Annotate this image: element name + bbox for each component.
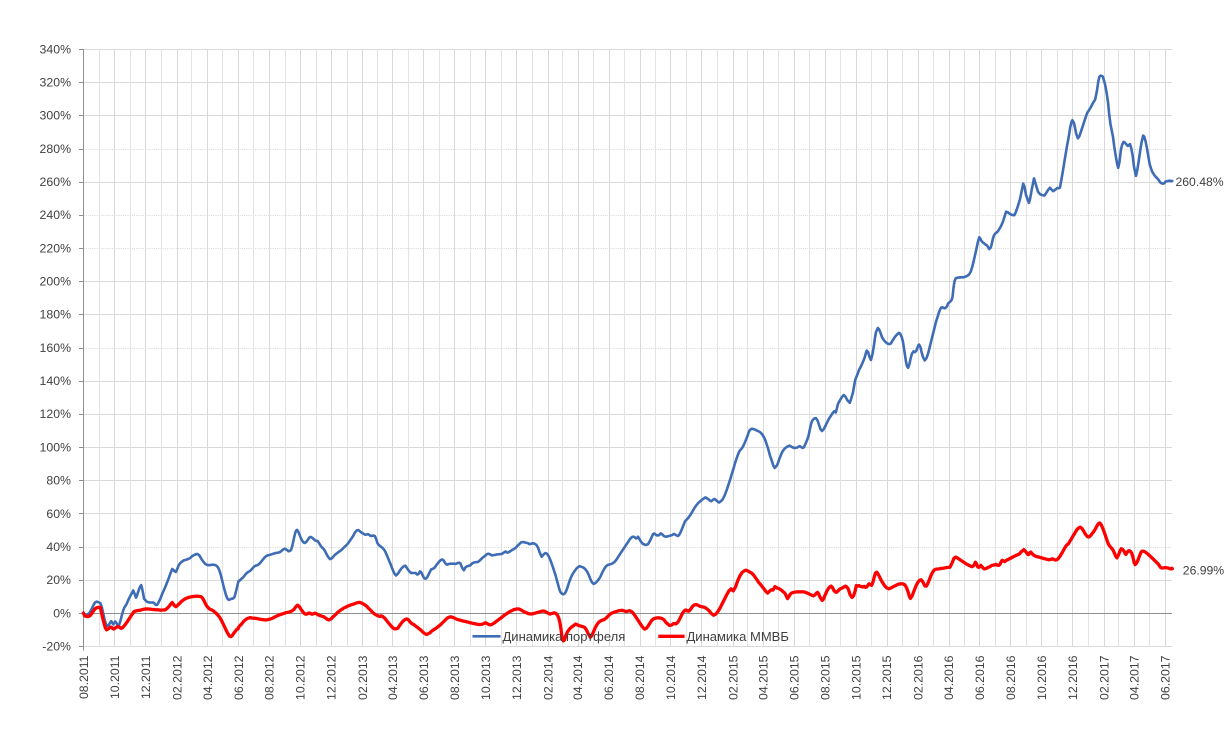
svg-text:08.2011: 08.2011 (77, 655, 91, 699)
svg-text:320%: 320% (40, 76, 72, 90)
svg-text:12.2016: 12.2016 (1066, 655, 1080, 700)
svg-text:02.2014: 02.2014 (541, 655, 555, 700)
svg-text:0%: 0% (53, 606, 71, 620)
svg-text:40%: 40% (46, 540, 71, 554)
svg-text:60%: 60% (46, 507, 71, 521)
svg-text:260%: 260% (40, 175, 72, 189)
svg-text:08.2014: 08.2014 (633, 655, 647, 700)
svg-text:12.2013: 12.2013 (510, 655, 524, 700)
svg-text:340%: 340% (40, 42, 72, 56)
svg-text:04.2015: 04.2015 (756, 655, 770, 700)
svg-text:10.2016: 10.2016 (1035, 655, 1049, 700)
svg-text:08.2013: 08.2013 (448, 655, 462, 700)
svg-text:Динамика портфеля: Динамика портфеля (503, 629, 626, 644)
svg-text:06.2013: 06.2013 (417, 655, 431, 700)
svg-text:12.2011: 12.2011 (139, 655, 153, 699)
svg-text:12.2014: 12.2014 (695, 655, 709, 700)
svg-text:-20%: -20% (42, 640, 71, 654)
svg-text:02.2017: 02.2017 (1097, 655, 1111, 700)
svg-text:180%: 180% (40, 308, 72, 322)
svg-text:300%: 300% (40, 109, 72, 123)
svg-text:06.2014: 06.2014 (602, 655, 616, 700)
svg-text:06.2017: 06.2017 (1158, 655, 1172, 700)
svg-text:02.2012: 02.2012 (170, 655, 184, 700)
svg-text:04.2017: 04.2017 (1127, 655, 1141, 700)
svg-text:160%: 160% (40, 341, 72, 355)
svg-text:220%: 220% (40, 241, 72, 255)
svg-text:02.2013: 02.2013 (356, 655, 370, 700)
svg-text:04.2016: 04.2016 (942, 655, 956, 700)
svg-text:10.2014: 10.2014 (664, 655, 678, 700)
svg-text:26.99%: 26.99% (1183, 563, 1224, 577)
svg-text:Динамика ММВБ: Динамика ММВБ (687, 629, 789, 644)
svg-text:200%: 200% (40, 275, 72, 289)
svg-text:10.2015: 10.2015 (849, 655, 863, 700)
svg-text:240%: 240% (40, 208, 72, 222)
svg-text:04.2012: 04.2012 (201, 655, 215, 700)
svg-text:08.2016: 08.2016 (1004, 655, 1018, 700)
svg-text:10.2013: 10.2013 (479, 655, 493, 700)
svg-text:06.2016: 06.2016 (973, 655, 987, 700)
svg-text:100%: 100% (40, 440, 72, 454)
svg-text:280%: 280% (40, 142, 72, 156)
svg-text:06.2015: 06.2015 (787, 655, 801, 700)
svg-text:04.2013: 04.2013 (386, 655, 400, 700)
svg-text:260.48%: 260.48% (1176, 175, 1224, 189)
svg-text:02.2016: 02.2016 (912, 655, 926, 700)
svg-text:12.2012: 12.2012 (325, 655, 339, 700)
svg-text:80%: 80% (46, 474, 71, 488)
svg-text:08.2015: 08.2015 (818, 655, 832, 700)
svg-text:08.2012: 08.2012 (263, 655, 277, 700)
svg-text:140%: 140% (40, 374, 72, 388)
svg-text:10.2011: 10.2011 (108, 655, 122, 699)
svg-text:02.2015: 02.2015 (727, 655, 741, 700)
svg-text:12.2015: 12.2015 (880, 655, 894, 700)
svg-text:120%: 120% (40, 407, 72, 421)
svg-text:04.2014: 04.2014 (571, 655, 585, 700)
svg-text:20%: 20% (46, 573, 71, 587)
svg-text:10.2012: 10.2012 (294, 655, 308, 700)
svg-text:06.2012: 06.2012 (232, 655, 246, 700)
